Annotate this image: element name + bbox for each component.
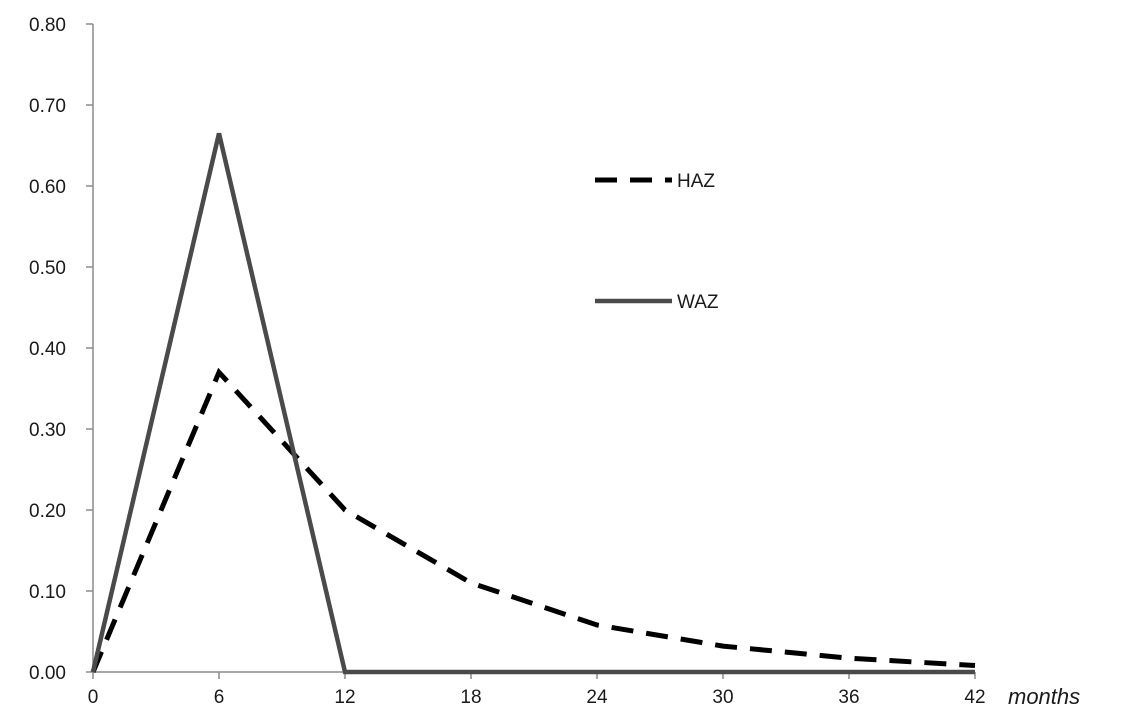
x-tick-label: 36: [838, 687, 859, 708]
series-line-haz: [90, 367, 976, 673]
y-tick-label: 0.30: [29, 420, 66, 441]
y-tick-label: 0.60: [29, 177, 66, 198]
series-line-waz: [90, 132, 975, 675]
y-tick-label: 0.40: [29, 339, 66, 360]
x-tick-label: 6: [214, 687, 225, 708]
y-tick-label: 0.00: [29, 663, 66, 684]
x-tick-label: 12: [334, 687, 355, 708]
y-tick-label: 0.80: [29, 15, 66, 36]
y-axis: 0.00 0.10 0.20 0.30 0.40 0.50 0.60 0.70 0.80: [29, 15, 94, 684]
x-tick-label: 0: [88, 687, 99, 708]
legend-item-haz: HAZ: [595, 171, 715, 192]
y-tick-label: 0.10: [29, 582, 66, 603]
series-layer: [90, 132, 976, 675]
x-tick-label: 30: [712, 687, 733, 708]
x-tick-label: 18: [460, 687, 481, 708]
legend: HAZ WAZ: [595, 171, 719, 313]
y-tick-label: 0.20: [29, 501, 66, 522]
legend-label: WAZ: [677, 292, 719, 313]
y-tick-label: 0.70: [29, 96, 66, 117]
x-axis-title: months: [1008, 684, 1080, 709]
x-tick-label: 24: [586, 687, 608, 708]
legend-label: HAZ: [677, 171, 715, 192]
y-tick-label: 0.50: [29, 258, 66, 279]
x-tick-label: 42: [964, 687, 985, 708]
x-axis: 0 6 12 18 24 30 36 42: [88, 671, 986, 708]
legend-item-waz: WAZ: [595, 292, 719, 313]
